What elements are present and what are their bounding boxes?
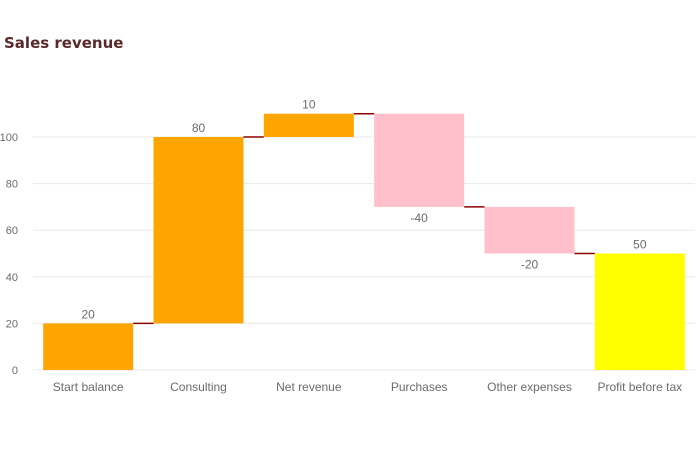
bar-consulting [153, 137, 244, 324]
chart-title: Sales revenue [4, 34, 124, 52]
x-tick-label-profit-before-tax: Profit before tax [597, 380, 682, 394]
y-tick-label-80: 80 [6, 179, 18, 191]
y-axis-tick-labels: 0 20 40 60 80 100 [0, 132, 18, 377]
bar-net-revenue [263, 113, 354, 137]
bar-start-balance [43, 323, 134, 370]
data-label-start-balance: 20 [81, 307, 95, 321]
data-label-consulting: 80 [192, 121, 206, 135]
y-tick-label-0: 0 [12, 365, 18, 377]
y-tick-label-100: 100 [0, 132, 18, 144]
gridlines [33, 136, 695, 371]
data-label-other-expenses: -20 [521, 258, 539, 272]
y-tick-label-60: 60 [6, 225, 18, 237]
x-tick-label-other-expenses: Other expenses [487, 380, 572, 394]
x-axis-tick-labels: Start balance Consulting Net revenue Purcha… [53, 380, 682, 394]
connectors [133, 112, 595, 325]
x-tick-label-consulting: Consulting [170, 380, 227, 394]
y-tick-label-40: 40 [6, 272, 18, 284]
bars [43, 113, 685, 370]
bar-other-expenses [484, 206, 575, 254]
bar-purchases [374, 113, 465, 207]
data-label-net-revenue: 10 [302, 98, 316, 112]
x-tick-label-net-revenue: Net revenue [276, 380, 342, 394]
data-label-purchases: -40 [410, 211, 428, 225]
bar-profit-before-tax [594, 253, 685, 370]
x-tick-label-start-balance: Start balance [53, 380, 124, 394]
data-labels: 20 80 10 -40 -20 50 [81, 98, 646, 322]
y-tick-label-20: 20 [6, 318, 18, 330]
x-tick-label-purchases: Purchases [391, 380, 448, 394]
data-label-profit-before-tax: 50 [633, 238, 647, 252]
